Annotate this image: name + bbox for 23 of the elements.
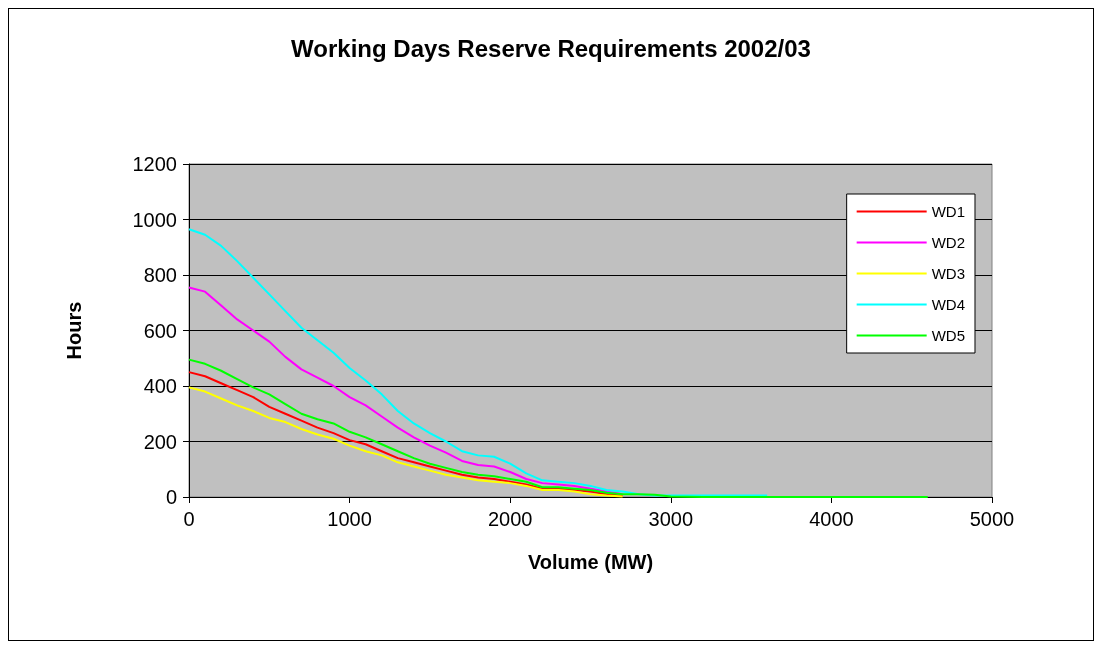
line-series — [188, 358, 929, 498]
legend-label: WD4 — [931, 296, 966, 313]
y-tick-label: 200 — [143, 430, 177, 453]
legend-label: WD1 — [931, 203, 966, 220]
x-tick-label: 5000 — [969, 508, 1015, 530]
x-tick-label: 4000 — [809, 508, 854, 530]
y-tick-label: 1000 — [132, 208, 177, 231]
legend-label: WD2 — [931, 234, 966, 251]
y-tick-label: 0 — [165, 486, 177, 508]
legend-label: WD5 — [931, 327, 966, 344]
chart-title: Working Days Reserve Requirements 2002/03 — [291, 34, 811, 62]
y-axis-title: Hours — [63, 301, 85, 360]
line-series — [188, 228, 769, 497]
y-tick-label: 1200 — [132, 153, 177, 175]
x-tick-label: 2000 — [487, 508, 533, 530]
y-tick-label: 800 — [143, 264, 177, 286]
y-tick-label: 600 — [143, 319, 177, 342]
y-tick-label: 400 — [143, 375, 177, 397]
x-tick-label: 3000 — [648, 508, 694, 530]
x-tick-label: 1000 — [327, 508, 372, 530]
x-axis-title: Volume (MW) — [527, 551, 654, 573]
legend-label: WD3 — [931, 265, 966, 282]
x-tick-label: 0 — [183, 508, 195, 530]
